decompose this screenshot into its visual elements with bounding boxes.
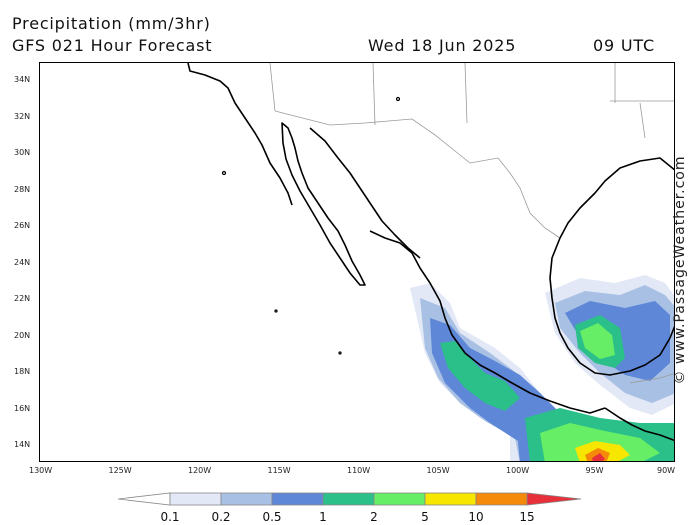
latitude-label: 30N (14, 148, 31, 157)
longitude-label: 95W (585, 466, 604, 475)
latitude-label: 18N (14, 367, 31, 376)
precip-layer (410, 275, 674, 461)
longitude-label: 120W (188, 466, 212, 475)
longitude-label: 100W (506, 466, 530, 475)
latitude-label: 16N (14, 403, 31, 413)
precip-area-intense (580, 323, 615, 359)
longitude-label: 90W (657, 466, 676, 475)
precipitation-map (187, 63, 674, 461)
latitude-label: 32N (14, 111, 31, 121)
island-marker (338, 351, 342, 355)
pacific-coastline (187, 63, 293, 206)
coastlines (187, 63, 674, 442)
valid-hour: 09 UTC (593, 36, 655, 55)
copyright-text: © www.PassageWeather.com (672, 155, 688, 385)
gulf-coast-mexico (549, 237, 671, 376)
central-america-coast (604, 407, 674, 442)
colorbar-label: 0.1 (160, 510, 180, 524)
latitude-label: 20N (14, 330, 31, 340)
valid-date: Wed 18 Jun 2025 (368, 36, 517, 55)
latitude-label: 28N (14, 184, 31, 194)
state-border (269, 63, 276, 112)
state-border (372, 63, 376, 126)
colorbar-label: 1 (319, 510, 327, 524)
state-border (464, 63, 468, 124)
yucatan-coast (669, 325, 674, 339)
colorbar-label: 15 (519, 510, 535, 524)
colorbar-segment (220, 492, 273, 506)
colorbar-arrow-low (118, 492, 171, 506)
precip-colorbar (118, 492, 582, 506)
baja-california (281, 122, 366, 286)
colorbar-label: 0.5 (262, 510, 282, 524)
precip-area-max (592, 453, 605, 461)
precip-area-heavy (440, 341, 520, 411)
latitude-label: 22N (14, 294, 31, 303)
longitude-label: 105W (426, 466, 450, 475)
colorbar-label: 10 (468, 510, 484, 524)
longitude-label: 110W (347, 466, 371, 475)
colorbar-segment (424, 492, 477, 506)
longitude-label: 130W (29, 466, 53, 475)
us-mexico-border (274, 110, 561, 239)
state-border (629, 373, 674, 384)
mainland-west-coast (369, 230, 606, 414)
colorbar-label: 5 (421, 510, 429, 524)
latitude-label: 26N (14, 221, 31, 230)
colorbar-segment (271, 492, 324, 506)
island-marker (395, 96, 401, 102)
longitude-label: 125W (108, 466, 132, 475)
colorbar-segment (169, 492, 222, 506)
gulf-of-california-east-coast (309, 127, 421, 259)
chart-title: Precipitation (mm/3hr) (12, 14, 211, 33)
political-borders (269, 63, 674, 384)
latitude-label: 34N (14, 75, 31, 84)
colorbar-segment (373, 492, 426, 506)
colorbar-label: 0.2 (211, 510, 231, 524)
longitude-label: 115W (267, 466, 291, 475)
latitude-label: 14N (14, 440, 31, 449)
colorbar-segment (475, 492, 528, 506)
state-border (639, 102, 646, 139)
latitude-label: 24N (14, 257, 31, 267)
colorbar-segment (322, 492, 375, 506)
islands (221, 96, 401, 355)
texas-coast (559, 157, 674, 239)
map-panel (39, 62, 675, 462)
island-marker (274, 309, 278, 313)
colorbar-label: 2 (370, 510, 378, 524)
island-marker (221, 170, 227, 176)
forecast-subtitle: GFS 021 Hour Forecast (12, 36, 213, 55)
colorbar-arrow-high (526, 492, 582, 506)
